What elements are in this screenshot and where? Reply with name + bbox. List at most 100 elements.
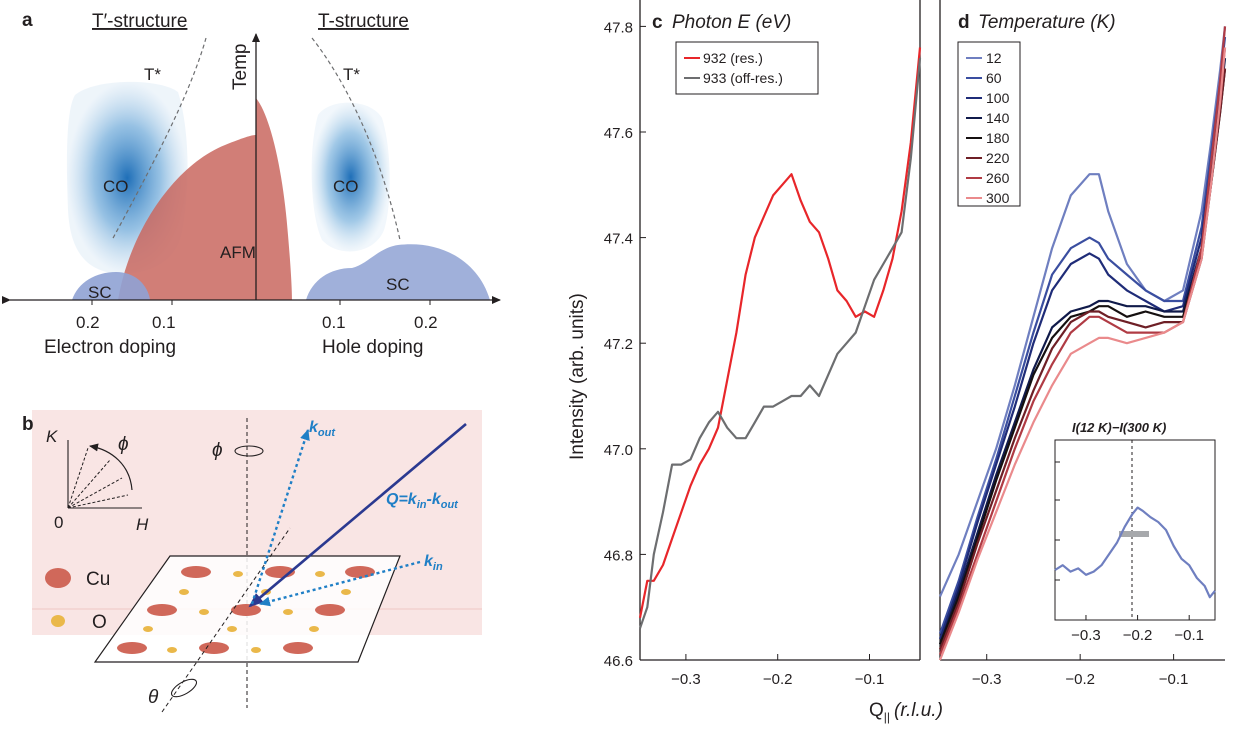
legend-label: 180	[986, 130, 1010, 146]
legend-cu-label: Cu	[86, 569, 110, 590]
tick-label-hole-0.2: 0.2	[414, 313, 438, 332]
panel-d-x-ticks: −0.3 −0.2 −0.1	[972, 654, 1189, 688]
t-star-label-electron: T*	[144, 65, 161, 84]
panel-a-label: a	[22, 10, 33, 31]
k-in-label: kin	[424, 553, 443, 573]
afm-region-hole	[256, 98, 292, 300]
y-tick-label: 47.8	[604, 19, 633, 36]
legend-label: 100	[986, 90, 1010, 106]
legend-o-swatch	[51, 615, 65, 627]
panel-d-label: d	[958, 12, 970, 33]
inset-y-ticks	[1055, 461, 1060, 581]
legend-label: 140	[986, 110, 1010, 126]
panel-d-title: Temperature (K)	[978, 12, 1116, 33]
hole-doping-label: Hole doping	[322, 337, 423, 358]
afm-region	[118, 135, 256, 300]
panel-d-lines	[938, 26, 1227, 661]
cu-atom	[181, 566, 211, 578]
y-tick-label: 47.6	[604, 125, 633, 142]
tick-label-hole-0.1: 0.1	[322, 313, 346, 332]
cu-atom	[117, 642, 147, 654]
q-vector-label: Q=kin-kout	[386, 491, 459, 511]
panel-c-lines	[638, 47, 922, 629]
origin-label: 0	[54, 513, 63, 532]
co-region-hole	[311, 102, 390, 252]
panel-c-title: Photon E (eV)	[672, 12, 791, 33]
afm-label: AFM	[220, 243, 256, 262]
o-atom	[251, 647, 261, 653]
legend-label: 260	[986, 170, 1010, 186]
inset-x-tick-label: −0.1	[1174, 627, 1204, 644]
inset-frame	[1054, 439, 1216, 621]
phi-ray	[67, 459, 111, 509]
phi-axis-label: ϕ	[212, 440, 223, 461]
panel-b: b K H 0 ϕ ϕ	[22, 410, 482, 713]
inset-x-ticks: −0.3 −0.2 −0.1	[1071, 615, 1204, 644]
co-label-electron: CO	[103, 177, 129, 196]
phi-ray	[67, 494, 129, 509]
atom-lattice	[117, 566, 375, 654]
t-structure-title: T-structure	[318, 11, 409, 32]
legend-label: 220	[986, 150, 1010, 166]
panel-d-x-tick-label: −0.1	[1159, 671, 1189, 688]
t-star-line-electron	[111, 37, 207, 241]
panel-c-legend-entries: 932 (res.) 933 (off-res.)	[684, 50, 783, 86]
electron-doping-label: Electron doping	[44, 337, 176, 358]
legend-label: 300	[986, 190, 1010, 206]
panel-d-x-tick-label: −0.2	[1065, 671, 1095, 688]
panel-d-series-line-60	[938, 36, 1227, 634]
panel-d-series-line-100	[938, 47, 1227, 640]
y-tick-label: 46.6	[604, 653, 633, 670]
y-tick-label: 46.8	[604, 547, 633, 564]
q-vector-arrow	[248, 423, 467, 608]
inset-x-tick-label: −0.3	[1071, 627, 1101, 644]
tick-label-electron-0.2: 0.2	[76, 313, 100, 332]
panel-c-x-tick-label: −0.3	[671, 671, 701, 688]
panel-c-x-ticks: −0.3 −0.2 −0.1	[671, 654, 884, 688]
o-atom	[341, 589, 351, 595]
h-axis-label: H	[136, 515, 149, 534]
sc-label-electron: SC	[88, 283, 112, 302]
inset-series-line-0	[1054, 506, 1216, 599]
cu-atom	[147, 604, 177, 616]
panel-c-y-ticks: 46.6 46.8 47.0 47.2 47.4 47.6 47.8	[604, 19, 646, 670]
k-out-arrow	[250, 429, 310, 605]
sc-label-hole: SC	[386, 275, 410, 294]
panel-c: 46.646.847.047.247.447.647.8 −0.3 −0.2 −0.…	[604, 0, 922, 688]
panel-d-legend-entries: 12 60 100 140 180 220 260 300	[966, 50, 1010, 206]
y-tick-label: 47.2	[604, 336, 633, 353]
theta-rotation-ellipse	[170, 678, 198, 698]
panel-a: a T′-structure T-structure Temp T* T* CO…	[2, 10, 501, 358]
sc-region-electron	[72, 272, 150, 300]
panel-d-x-tick-label: −0.3	[972, 671, 1002, 688]
legend-label: 12	[986, 50, 1002, 66]
inset-title: I(12 K)−I(300 K)	[1072, 420, 1166, 435]
panel-b-label: b	[22, 414, 34, 435]
k-out-label: kout	[309, 419, 336, 439]
legend-label: 932 (res.)	[703, 50, 763, 66]
k-axis-label: K	[46, 427, 58, 446]
cu-atom	[199, 642, 229, 654]
legend-label: 60	[986, 70, 1002, 86]
inset-lines	[1054, 506, 1216, 599]
panel-d-series-line-300	[938, 47, 1227, 661]
y-tick-label: 47.0	[604, 442, 633, 459]
legend-label: 933 (off-res.)	[703, 70, 783, 86]
panel-d: −0.3 −0.2 −0.1 d Temperature (K) 12 60 100 14…	[938, 0, 1227, 688]
o-atom	[199, 609, 209, 615]
cu-atom	[345, 566, 375, 578]
phi-ray	[67, 447, 89, 509]
phi-rotation-ellipse	[234, 445, 264, 457]
panel-c-legend	[675, 41, 819, 95]
o-atom	[227, 626, 237, 632]
phi-arc-arrow	[89, 443, 133, 491]
o-atom	[315, 571, 325, 577]
panel-c-series-line-933	[638, 57, 922, 629]
cu-atom	[283, 642, 313, 654]
inset-resolution-bar	[1119, 531, 1149, 537]
phi-label-mini: ϕ	[118, 434, 129, 455]
legend-cu-swatch	[45, 568, 71, 588]
o-atom	[143, 626, 153, 632]
x-axis-label: Q|| (r.l.u.)	[869, 700, 943, 724]
